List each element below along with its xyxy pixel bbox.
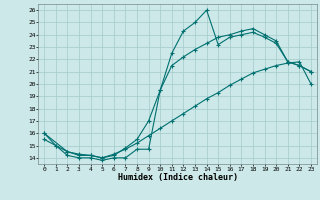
X-axis label: Humidex (Indice chaleur): Humidex (Indice chaleur) — [118, 173, 238, 182]
